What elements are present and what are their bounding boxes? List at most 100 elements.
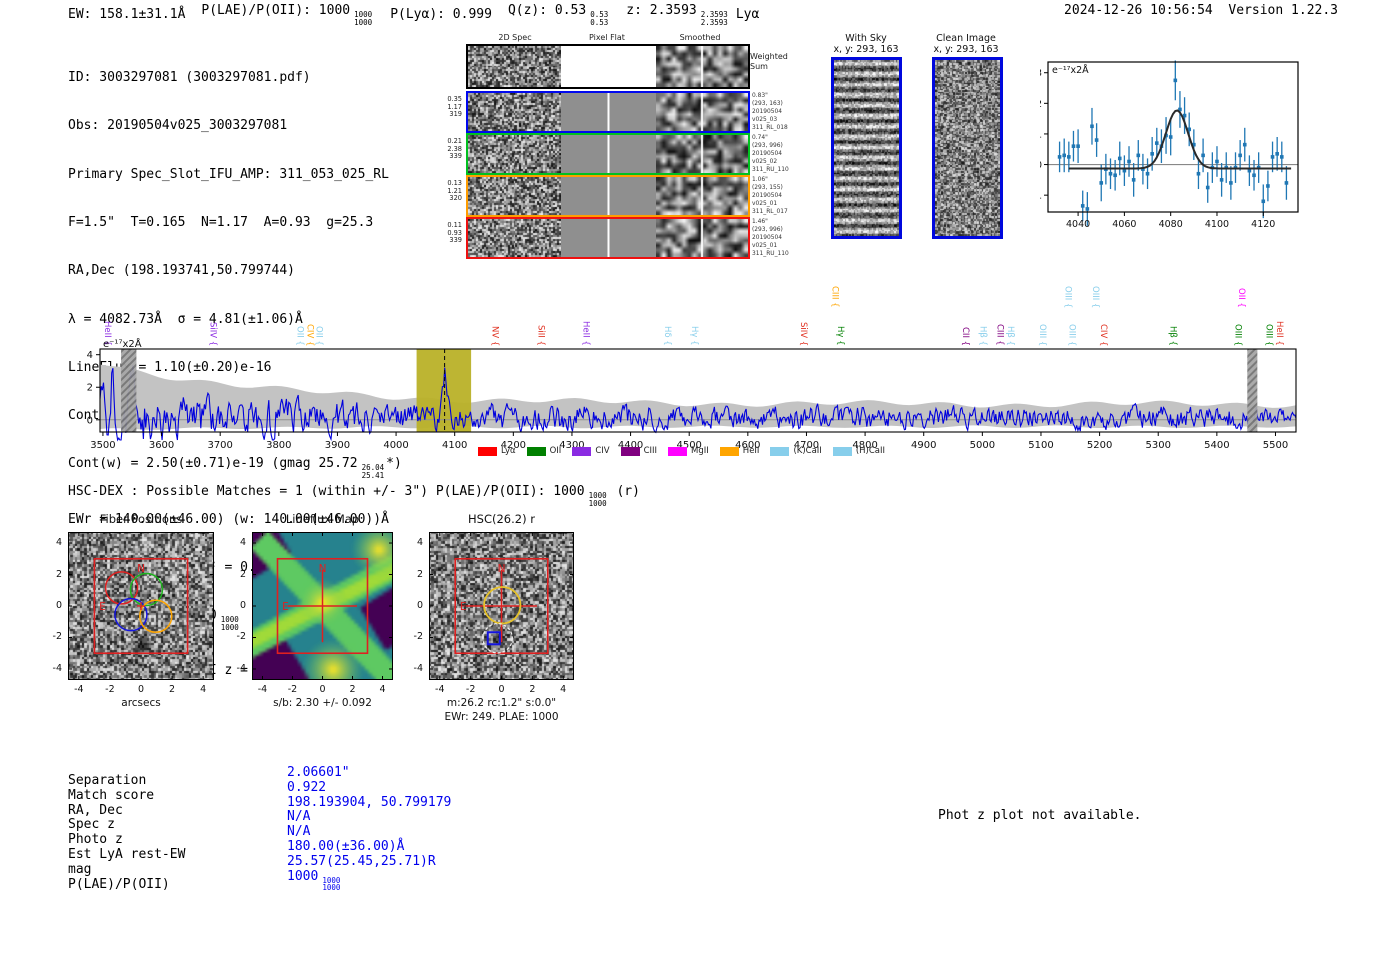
spec2d-header-smoothed: Smoothed bbox=[679, 33, 721, 42]
svg-text:3: 3 bbox=[1040, 68, 1042, 79]
emission-line-label-ciii: CIII { bbox=[994, 324, 1005, 346]
emission-line-label-siiv: SiIV { bbox=[797, 321, 808, 346]
header-z: z: 2.3593 2.3593 2.3593 bbox=[626, 3, 728, 27]
emission-line-label-oiii: OIII { bbox=[1232, 323, 1243, 346]
legend-swatch bbox=[478, 446, 497, 456]
fiber-xtick: 2 bbox=[169, 684, 176, 695]
fiber-ytick: 0 bbox=[55, 600, 62, 611]
svg-text:4060: 4060 bbox=[1112, 219, 1136, 230]
svg-text:N: N bbox=[498, 563, 506, 575]
fiber-xlabel: arcsecs bbox=[121, 697, 161, 709]
svg-text:5100: 5100 bbox=[1028, 440, 1053, 451]
fiber-xtick: 4 bbox=[200, 684, 207, 695]
emission-line-label-cii: CII { bbox=[959, 326, 970, 346]
legend-item-oii: OII bbox=[526, 446, 561, 456]
legend-item-ly: Lyα bbox=[478, 446, 516, 456]
clean-image-frame bbox=[932, 57, 1003, 239]
emission-line-label-heii: HeII { bbox=[580, 321, 591, 346]
lineflux-map-title: Lineflux Map bbox=[285, 512, 360, 526]
fiber-ytick: -2 bbox=[52, 631, 62, 643]
hsc-cutout-title: HSC(26.2) r bbox=[468, 512, 535, 526]
legend-swatch bbox=[719, 446, 739, 456]
spec2d-fiber-2d-image bbox=[468, 177, 561, 215]
legend-item-heii: HeII bbox=[719, 446, 759, 456]
full-spectrum-plot: 3500 3600 3700 3800 3900 4000 4100 4200 4300 4400… bbox=[0, 330, 1400, 465]
svg-text:4200: 4200 bbox=[501, 440, 526, 451]
hscdex-matches-line: HSC-DEX : Possible Matches = 1 (within +… bbox=[68, 484, 640, 508]
emission-line-label-hβ: Hβ { bbox=[977, 326, 988, 346]
emission-line-label-siii: SiII { bbox=[535, 325, 546, 346]
spec2d-fiber-smoothed-image bbox=[656, 135, 748, 173]
spec2d-fiber-row bbox=[466, 217, 750, 259]
fiber-ytick: 2 bbox=[55, 568, 62, 580]
svg-text:5200: 5200 bbox=[1087, 440, 1112, 451]
match-row-value: N/A bbox=[287, 809, 311, 825]
legend-label: MgII bbox=[691, 446, 709, 456]
legend-swatch bbox=[526, 446, 546, 456]
emission-line-label-nv: NV { bbox=[489, 325, 500, 346]
emission-line-label-civ: CIV { bbox=[1098, 323, 1109, 346]
emission-line-label-ciii: CIII { bbox=[829, 286, 840, 308]
legend-label: Lyα bbox=[501, 446, 516, 456]
fiber-positions-overlay: NE bbox=[68, 532, 214, 680]
legend-swatch bbox=[620, 446, 640, 456]
legend-label: CIII bbox=[643, 446, 658, 456]
spec2d-weighted-smoothed-image bbox=[656, 46, 748, 87]
svg-text:4000: 4000 bbox=[383, 440, 408, 451]
lineflux-xtick: -4 bbox=[257, 684, 268, 695]
spec2d-fiber-row bbox=[466, 133, 750, 175]
match-row-label: P(LAE)/P(OII) bbox=[68, 876, 170, 892]
legend-swatch bbox=[572, 446, 592, 456]
lineflux-ytick: -4 bbox=[236, 662, 246, 674]
clean-image bbox=[935, 60, 1000, 236]
svg-text:1: 1 bbox=[1040, 129, 1042, 140]
spec2d-fiber-smoothed-image bbox=[656, 219, 748, 257]
emission-line-label-heii: HeII { bbox=[1274, 321, 1284, 346]
spec2d-fiber-2d-image bbox=[468, 93, 561, 131]
legend-label: CIV bbox=[595, 446, 610, 456]
svg-text:5000: 5000 bbox=[970, 440, 995, 451]
emission-line-label-hδ: Hδ { bbox=[661, 326, 672, 346]
match-row-label: Est LyA rest-EW bbox=[68, 847, 186, 862]
spec2d-row-annotation: 1.46" (293, 996) 20190504 v025_01 311_RU_110 bbox=[752, 219, 789, 258]
svg-text:e⁻¹⁷x2Å: e⁻¹⁷x2Å bbox=[103, 337, 142, 350]
legend-item-civ: CIV bbox=[572, 446, 610, 456]
header-ew: EW: 158.1±31.1Å bbox=[68, 7, 186, 22]
legend-item-mgii: MgII bbox=[668, 446, 709, 456]
spec2d-fiber-flat bbox=[561, 219, 656, 257]
full-spectrum-svg: 3500 3600 3700 3800 3900 4000 4100 4200 4300 4400… bbox=[87, 337, 1297, 451]
svg-text:4700: 4700 bbox=[794, 440, 819, 451]
header-plae: P(LAE)/P(OII): 1000 1000 1000 bbox=[201, 3, 373, 27]
emission-line-label-oii: OII { bbox=[313, 326, 324, 346]
hsc-ytick: -2 bbox=[413, 631, 423, 643]
spec2d-row-stats: 0.35 1.17 319 bbox=[447, 95, 462, 119]
match-row-label: RA, Dec bbox=[68, 802, 123, 818]
svg-text:4500: 4500 bbox=[676, 440, 701, 451]
emission-line-label-oiii: OIII { bbox=[1066, 323, 1077, 346]
match-row-value: N/A bbox=[287, 824, 311, 840]
svg-text:4400: 4400 bbox=[618, 440, 643, 451]
match-row-value: 1000 1000 1000 bbox=[287, 868, 341, 893]
emission-line-label-hβ: Hβ { bbox=[1004, 326, 1015, 346]
match-row-label: Separation bbox=[68, 773, 147, 788]
hsc-xtick: -2 bbox=[465, 684, 476, 695]
lineflux-xtick: 4 bbox=[379, 684, 386, 695]
spec2d-row-annotation: 0.74" (293, 996) 20190504 v025_02 311_RU_110 bbox=[752, 135, 789, 174]
svg-text:E: E bbox=[460, 601, 467, 613]
emission-line-label-oiii: OIII { bbox=[1263, 323, 1274, 346]
lineflux-map-overlay: NE bbox=[252, 532, 393, 680]
lineflux-xtick: 0 bbox=[319, 684, 326, 695]
fiber-xtick: -4 bbox=[74, 684, 84, 695]
fiber-positions-title: Fiber Positions bbox=[99, 512, 183, 526]
svg-text:4300: 4300 bbox=[559, 440, 584, 451]
svg-text:5500: 5500 bbox=[1263, 440, 1288, 451]
svg-text:4800: 4800 bbox=[852, 440, 877, 451]
spec2d-fiber-flat bbox=[561, 177, 656, 215]
spec2d-row-stats: 0.11 0.93 339 bbox=[447, 221, 462, 245]
lineflux-ytick: -2 bbox=[236, 631, 246, 643]
match-row-value: 180.00(±36.00)Å bbox=[287, 839, 405, 854]
match-row-value: 0.922 bbox=[287, 779, 327, 795]
